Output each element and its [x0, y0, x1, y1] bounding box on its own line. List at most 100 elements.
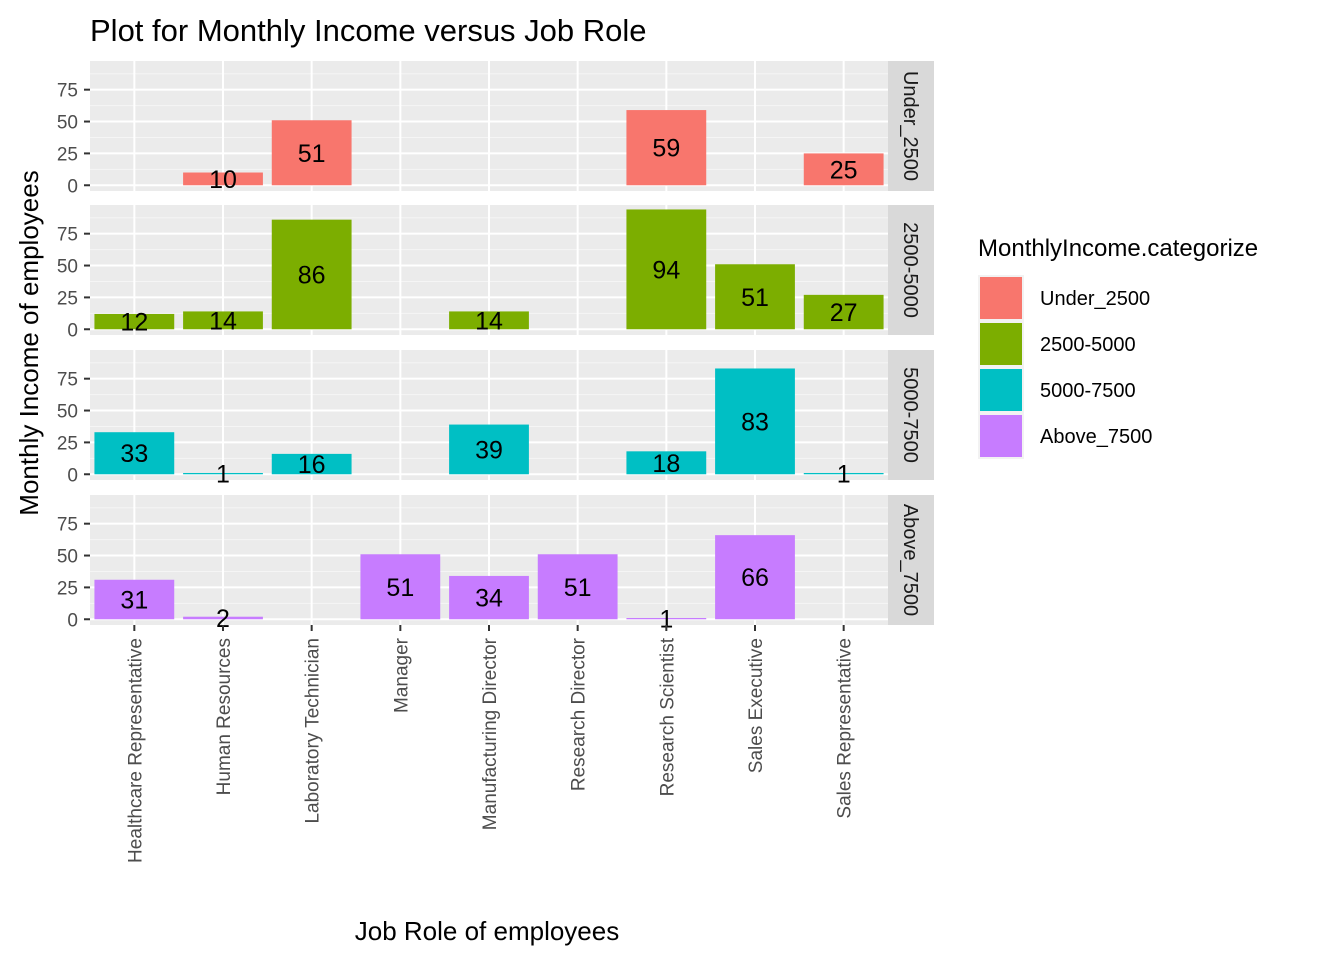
legend-item: Above_7500: [978, 413, 1152, 459]
y-tick-label: 75: [57, 370, 78, 391]
x-tick-label: Healthcare Representative: [125, 638, 146, 863]
bar: [271, 219, 352, 330]
y-tick-label: 25: [57, 433, 78, 454]
facet-strip-label: Above_7500: [899, 504, 921, 616]
facet-strip-label: 5000-7500: [899, 367, 921, 463]
facet-strip-label: 2500-5000: [899, 222, 921, 318]
legend-label: 2500-5000: [1040, 334, 1136, 356]
bar-value-label: 27: [830, 299, 858, 327]
y-tick-label: 0: [67, 320, 78, 341]
bar-value-label: 83: [741, 408, 769, 436]
bar: [626, 110, 707, 186]
bar-value-label: 25: [830, 156, 858, 184]
facet-panel-above-7500: 0 25 50 75 31 2 51 34 51 1 66 Above_7500: [57, 495, 934, 634]
bar: [803, 294, 884, 330]
bar-value-label: 39: [475, 436, 503, 464]
bar-value-label: 33: [120, 440, 148, 468]
y-tick-label: 0: [67, 610, 78, 631]
y-tick-label: 75: [57, 81, 78, 102]
bar: [715, 264, 795, 330]
facet-panel-5000-7500: 0 25 50 75 33 1 16 39 18 83 1 5000-7500: [57, 350, 934, 489]
legend-item: 5000-7500: [978, 367, 1136, 413]
bar: [183, 172, 263, 186]
bar-value-label: 14: [475, 307, 503, 335]
legend-swatch: [980, 415, 1022, 457]
bar-value-label: 51: [298, 140, 326, 168]
x-tick-label: Sales Executive: [746, 638, 767, 773]
legend-label: Under_2500: [1040, 288, 1150, 310]
x-tick-label: Research Director: [569, 637, 590, 791]
x-tick-label: Sales Representative: [835, 638, 856, 819]
bar-value-label: 1: [837, 461, 851, 489]
x-tick-label: Manufacturing Director: [480, 637, 501, 830]
bar: [271, 120, 352, 186]
bar-value-label: 51: [564, 574, 592, 602]
y-tick-label: 0: [67, 465, 78, 486]
legend-swatch: [980, 323, 1022, 365]
legend-label: Above_7500: [1040, 426, 1152, 448]
bar: [715, 368, 795, 475]
y-tick-label: 50: [57, 113, 78, 134]
bar: [626, 617, 707, 620]
legend: MonthlyIncome.categorize Under_2500 2500-…: [978, 235, 1258, 459]
facet-strip: [888, 205, 934, 335]
chart-title: Plot for Monthly Income versus Job Role: [90, 13, 647, 48]
legend-swatch: [980, 369, 1022, 411]
x-tick-label: Human Resources: [214, 638, 235, 795]
bar-value-label: 66: [741, 564, 769, 592]
legend-item: 2500-5000: [978, 321, 1136, 367]
y-tick-label: 75: [57, 515, 78, 536]
bar-value-label: 51: [741, 284, 769, 312]
y-tick-label: 75: [57, 225, 78, 246]
y-axis-title: Monthly Income of employees: [14, 170, 44, 515]
y-tick-label: 50: [57, 402, 78, 423]
bar-value-label: 10: [209, 166, 237, 194]
facet-panel-2500-5000: 0 25 50 75 12 14 86 14 94 51 27 2500-5000: [57, 205, 934, 341]
bar: [183, 472, 263, 475]
bar-value-label: 59: [652, 135, 680, 163]
bar: [94, 313, 175, 330]
x-tick-label: Manager: [391, 637, 412, 713]
bar: [449, 311, 529, 330]
bar-value-label: 94: [652, 256, 680, 284]
y-tick-label: 25: [57, 288, 78, 309]
bar: [183, 311, 263, 330]
bar-value-label: 18: [652, 450, 680, 478]
y-tick-label: 0: [67, 176, 78, 197]
bar-value-label: 51: [386, 574, 414, 602]
bar-value-label: 16: [298, 451, 326, 479]
legend-swatch: [980, 277, 1022, 319]
legend-label: 5000-7500: [1040, 380, 1136, 402]
legend-title: MonthlyIncome.categorize: [978, 235, 1258, 262]
y-tick-label: 50: [57, 547, 78, 568]
facet-panel-under-2500: 0 25 50 75 10 51 59 25 Under_2500: [57, 61, 934, 197]
bar-value-label: 14: [209, 307, 237, 335]
x-tick-label: Research Scientist: [657, 637, 678, 796]
bar-value-label: 1: [659, 606, 673, 634]
bar: [183, 616, 263, 620]
bar: [803, 153, 884, 186]
bar-value-label: 12: [120, 309, 148, 337]
y-tick-label: 25: [57, 144, 78, 165]
bar: [271, 453, 352, 475]
bar-value-label: 86: [298, 261, 326, 289]
bar-value-label: 31: [120, 587, 148, 615]
bar-value-label: 1: [216, 461, 230, 489]
y-tick-label: 25: [57, 578, 78, 599]
bar: [360, 554, 441, 620]
x-tick-label: Laboratory Technician: [303, 638, 324, 824]
bar-value-label: 34: [475, 585, 503, 613]
facet-strip: [888, 495, 934, 625]
x-axis-title: Job Role of employees: [355, 916, 619, 946]
facet-strip: [888, 350, 934, 480]
bar: [537, 554, 618, 620]
x-axis: Healthcare Representative Human Resources…: [125, 625, 856, 863]
bar: [626, 209, 707, 330]
legend-items: Under_2500 2500-5000 5000-7500 Above_7500: [978, 275, 1152, 459]
y-tick-label: 50: [57, 257, 78, 278]
bar: [449, 424, 529, 475]
bar: [449, 575, 529, 620]
facet-strip: [888, 61, 934, 191]
